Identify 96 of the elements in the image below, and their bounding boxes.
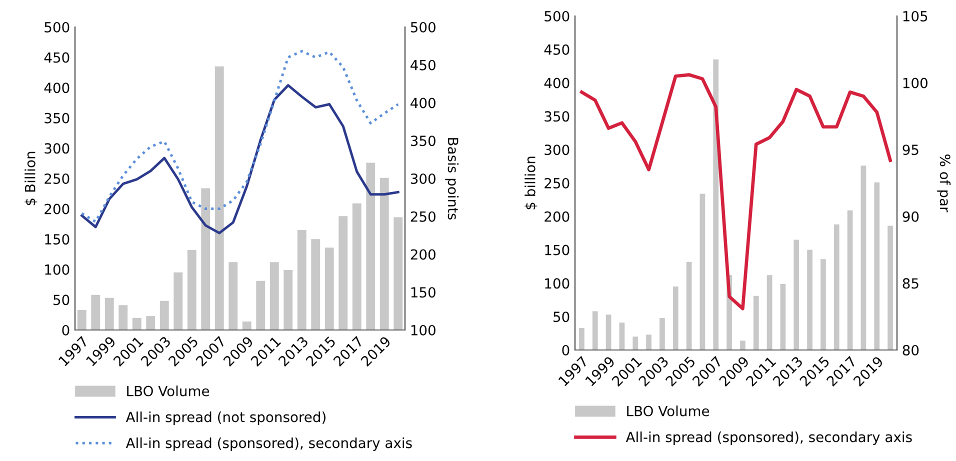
bar xyxy=(394,217,403,330)
bar xyxy=(132,318,142,330)
y-tick-label: 100 xyxy=(45,264,70,275)
bar xyxy=(91,294,100,330)
bar xyxy=(780,284,786,350)
y2-tick-label: 200 xyxy=(410,249,436,260)
bar xyxy=(860,166,866,350)
bar xyxy=(297,230,306,330)
y2-axis-title: % of par xyxy=(937,154,951,212)
bar xyxy=(888,226,893,350)
bar xyxy=(632,336,638,350)
bar xyxy=(104,298,114,330)
bar xyxy=(311,239,320,330)
y-tick-label: 450 xyxy=(544,44,570,55)
line-series xyxy=(580,73,892,310)
y2-tick-label: 500 xyxy=(410,22,436,32)
bar xyxy=(77,310,86,330)
y-tick-label: 500 xyxy=(44,22,70,32)
y2-tick-label: 450 xyxy=(410,60,436,70)
y-tick-label: 200 xyxy=(544,211,570,222)
bar xyxy=(324,248,334,330)
y2-tick-label: 90 xyxy=(902,211,919,222)
y-tick-label: 300 xyxy=(544,144,570,156)
bar xyxy=(646,334,652,350)
bar xyxy=(579,328,584,350)
bar xyxy=(660,318,665,350)
bar xyxy=(146,316,156,330)
bar xyxy=(201,188,210,330)
bar xyxy=(214,66,224,330)
legend-label: All-in spread (not sponsored) xyxy=(126,411,326,425)
bar xyxy=(740,340,746,350)
bar xyxy=(820,259,826,350)
bar xyxy=(874,182,880,350)
y2-tick-label: 100 xyxy=(903,78,928,88)
y2-tick-label: 400 xyxy=(410,98,436,108)
y2-tick-label: 105 xyxy=(903,10,928,22)
bar xyxy=(834,224,840,350)
legend-label: All-in spread (sponsored), secondary axis xyxy=(126,437,412,451)
y-tick-label: 0 xyxy=(62,324,70,336)
y-tick-label: 50 xyxy=(54,294,70,306)
line-series xyxy=(80,84,400,234)
bar xyxy=(174,272,183,330)
bar xyxy=(847,210,853,350)
legend-label: All-in spread (sponsored), secondary axis xyxy=(626,431,912,445)
bar xyxy=(766,275,772,350)
y-tick-label: 500 xyxy=(544,10,570,22)
y-tick-label: 250 xyxy=(44,173,70,184)
y-tick-label: 350 xyxy=(44,112,70,124)
bar xyxy=(700,194,706,350)
bar xyxy=(794,240,800,350)
bar xyxy=(606,314,612,350)
y2-tick-label: 85 xyxy=(902,278,918,289)
y-tick-label: 400 xyxy=(44,82,70,94)
bar xyxy=(807,250,812,350)
bar xyxy=(713,59,719,350)
y-tick-label: 350 xyxy=(544,111,570,122)
y-tick-label: 200 xyxy=(44,204,70,214)
y2-tick-label: 150 xyxy=(411,287,436,298)
bar xyxy=(284,270,293,330)
y2-axis-title: Basis points xyxy=(445,138,459,220)
bar xyxy=(256,280,266,330)
bar xyxy=(366,162,376,330)
y-tick-label: 400 xyxy=(544,78,570,88)
bar xyxy=(228,262,238,330)
bar xyxy=(160,300,169,330)
bar xyxy=(686,262,692,350)
bar xyxy=(270,262,279,330)
y2-tick-label: 95 xyxy=(902,144,918,156)
bar xyxy=(672,286,678,350)
line-series xyxy=(80,50,400,223)
y-tick-label: 300 xyxy=(44,143,70,154)
bar xyxy=(338,216,348,330)
y-tick-label: 0 xyxy=(562,344,570,356)
y-tick-label: 450 xyxy=(44,52,70,63)
legend-label: LBO Volume xyxy=(127,386,210,396)
y2-tick-label: 300 xyxy=(410,173,436,184)
bar xyxy=(753,296,759,350)
y2-tick-label: 80 xyxy=(902,344,919,356)
bar xyxy=(619,322,625,350)
bar xyxy=(242,322,252,330)
y-tick-label: 100 xyxy=(545,278,570,289)
bar xyxy=(380,178,389,330)
legend-label: LBO Volume xyxy=(627,406,710,416)
bar xyxy=(352,203,362,330)
y-axis-title: $ Billion xyxy=(24,152,38,206)
bar xyxy=(187,250,196,330)
y2-tick-label: 250 xyxy=(410,211,436,222)
y-tick-label: 50 xyxy=(554,312,570,322)
bar xyxy=(118,305,128,330)
y2-tick-label: 350 xyxy=(410,136,436,146)
y-tick-label: 150 xyxy=(545,244,570,256)
y-tick-label: 250 xyxy=(544,178,570,188)
y2-tick-label: 100 xyxy=(411,324,436,336)
y-tick-label: 150 xyxy=(45,234,70,245)
bar xyxy=(592,311,598,350)
y-axis-title: $ billion xyxy=(524,156,538,210)
